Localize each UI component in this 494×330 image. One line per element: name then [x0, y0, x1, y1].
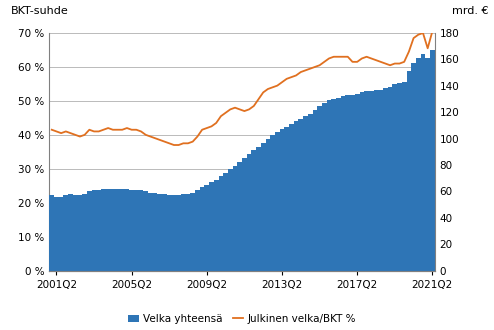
Bar: [355, 94, 360, 271]
Bar: [416, 58, 420, 271]
Bar: [350, 95, 355, 271]
Bar: [111, 189, 115, 271]
Bar: [237, 162, 242, 271]
Bar: [298, 119, 303, 271]
Bar: [143, 191, 148, 271]
Julkinen velka/BKT %: [359, 56, 365, 60]
Bar: [331, 99, 336, 271]
Bar: [64, 195, 68, 271]
Bar: [402, 82, 407, 271]
Bar: [49, 195, 54, 271]
Bar: [223, 173, 228, 271]
Bar: [247, 154, 251, 271]
Bar: [303, 116, 308, 271]
Bar: [171, 195, 176, 271]
Bar: [388, 87, 392, 271]
Bar: [195, 190, 200, 271]
Bar: [317, 106, 322, 271]
Bar: [167, 195, 171, 271]
Bar: [313, 110, 317, 271]
Bar: [345, 95, 350, 271]
Bar: [341, 96, 345, 271]
Julkinen velka/BKT %: [171, 143, 177, 147]
Julkinen velka/BKT %: [157, 138, 163, 142]
Bar: [251, 150, 256, 271]
Bar: [411, 63, 416, 271]
Bar: [397, 83, 402, 271]
Bar: [209, 182, 214, 271]
Bar: [420, 54, 425, 271]
Bar: [59, 197, 64, 271]
Bar: [430, 50, 435, 271]
Bar: [214, 180, 218, 271]
Bar: [369, 91, 373, 271]
Bar: [322, 103, 327, 271]
Bar: [289, 124, 294, 271]
Text: BKT-suhde: BKT-suhde: [11, 6, 69, 16]
Bar: [186, 194, 190, 271]
Bar: [115, 189, 120, 271]
Bar: [205, 185, 209, 271]
Bar: [181, 194, 186, 271]
Bar: [308, 114, 313, 271]
Bar: [242, 158, 247, 271]
Bar: [294, 121, 298, 271]
Bar: [54, 197, 59, 271]
Bar: [120, 189, 124, 271]
Bar: [275, 132, 280, 271]
Bar: [364, 91, 369, 271]
Line: Julkinen velka/BKT %: Julkinen velka/BKT %: [52, 31, 432, 145]
Text: mrd. €: mrd. €: [452, 6, 489, 16]
Bar: [270, 135, 275, 271]
Bar: [92, 190, 96, 271]
Bar: [78, 195, 82, 271]
Bar: [106, 189, 111, 271]
Bar: [139, 190, 143, 271]
Bar: [162, 194, 167, 271]
Bar: [153, 193, 158, 271]
Julkinen velka/BKT %: [429, 29, 435, 33]
Bar: [360, 92, 364, 271]
Bar: [129, 190, 134, 271]
Bar: [425, 58, 430, 271]
Bar: [200, 187, 205, 271]
Bar: [134, 190, 139, 271]
Bar: [148, 193, 153, 271]
Bar: [87, 191, 92, 271]
Bar: [68, 194, 73, 271]
Bar: [218, 176, 223, 271]
Bar: [336, 98, 341, 271]
Bar: [158, 194, 162, 271]
Julkinen velka/BKT %: [232, 106, 238, 110]
Bar: [285, 127, 289, 271]
Julkinen velka/BKT %: [138, 129, 144, 133]
Bar: [261, 143, 266, 271]
Bar: [407, 71, 411, 271]
Bar: [373, 90, 378, 271]
Legend: Velka yhteensä, Julkinen velka/BKT %: Velka yhteensä, Julkinen velka/BKT %: [124, 310, 360, 328]
Bar: [82, 194, 87, 271]
Julkinen velka/BKT %: [152, 136, 158, 140]
Bar: [96, 190, 101, 271]
Bar: [392, 84, 397, 271]
Bar: [378, 90, 383, 271]
Julkinen velka/BKT %: [350, 60, 356, 64]
Bar: [233, 166, 237, 271]
Bar: [383, 88, 388, 271]
Bar: [228, 169, 233, 271]
Bar: [124, 189, 129, 271]
Bar: [280, 129, 285, 271]
Bar: [176, 195, 181, 271]
Julkinen velka/BKT %: [49, 128, 55, 132]
Bar: [266, 139, 270, 271]
Bar: [256, 147, 261, 271]
Bar: [190, 193, 195, 271]
Bar: [73, 195, 78, 271]
Bar: [101, 189, 106, 271]
Bar: [327, 100, 331, 271]
